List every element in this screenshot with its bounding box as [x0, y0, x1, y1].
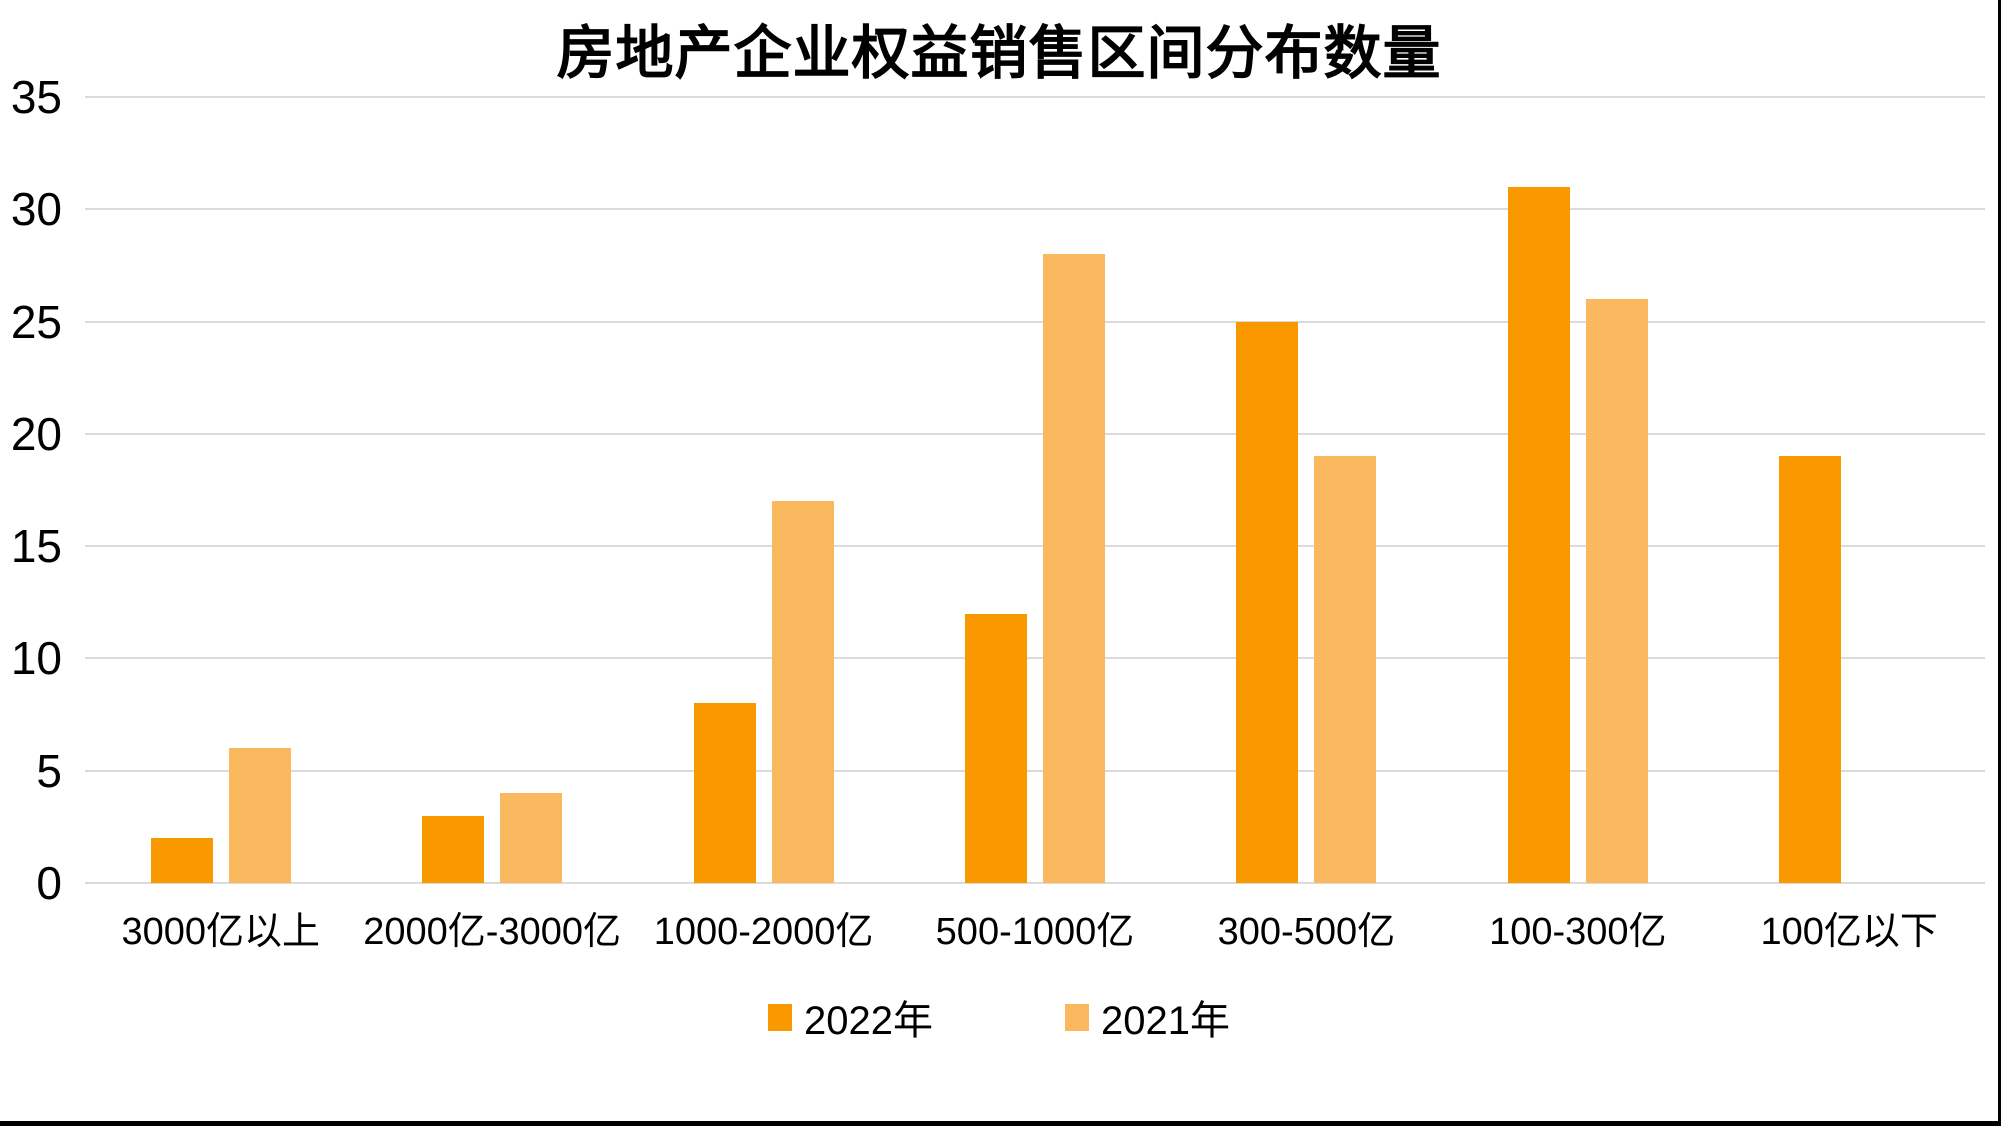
bar-2021年-500-1000亿: [1042, 254, 1105, 883]
x-axis-label-7: 100亿以下: [1760, 911, 1938, 953]
legend-label-2022: 2022年: [804, 999, 933, 1043]
x-axis-label-6: 100-300亿: [1489, 911, 1667, 953]
gridline-25: [85, 320, 1985, 323]
y-tick-label-5: 5: [36, 744, 62, 797]
plot-area: [85, 96, 1985, 884]
bar-group-1: [85, 97, 356, 883]
x-axis-label-2: 2000亿-3000亿: [363, 911, 621, 953]
bar-2021年-3000亿以上: [228, 748, 291, 883]
x-axis: 3000亿以上 2000亿-3000亿 1000-2000亿 500-1000亿 300…: [85, 900, 1985, 955]
bar-2022年-100-300亿: [1507, 186, 1570, 883]
bar-group-3: [628, 97, 899, 883]
bar-2022年-500-1000亿: [964, 613, 1027, 883]
legend-label-2021: 2021年: [1101, 999, 1230, 1043]
y-tick-label-35: 35: [10, 71, 62, 123]
chart-title: 房地产企业权益销售区间分布数量: [556, 21, 1442, 86]
gridline-20: [85, 432, 1985, 435]
bar-2022年-100亿以下: [1779, 456, 1842, 883]
y-tick-label-20: 20: [10, 407, 62, 460]
gridline-30: [85, 208, 1985, 211]
legend: 2022年 2021年: [0, 988, 1998, 1046]
gridline-10: [85, 657, 1985, 660]
x-axis-label-5: 300-500亿: [1217, 911, 1396, 953]
y-tick-label-30: 30: [10, 183, 62, 236]
x-axis-label-3: 1000-2000亿: [653, 911, 874, 953]
y-axis: 0 5 10 15 20 25 30 35: [0, 74, 62, 906]
bar-group-5: [1171, 97, 1442, 883]
x-axis-label-1: 3000亿以上: [121, 911, 320, 953]
bar-group-7: [1714, 97, 1985, 883]
bar-2021年-1000-2000亿: [771, 501, 834, 883]
gridline-0: [85, 882, 1985, 884]
bar-group-2: [356, 97, 627, 883]
gridline-35: [85, 96, 1985, 98]
bar-2022年-2000亿-3000亿: [422, 815, 485, 883]
bar-2021年-100-300亿: [1585, 299, 1648, 883]
y-tick-label-0: 0: [36, 857, 62, 909]
bar-2022年-3000亿以上: [150, 838, 213, 883]
y-tick-label-10: 10: [10, 632, 62, 685]
y-tick-label-15: 15: [10, 520, 62, 573]
bar-group-6: [1442, 97, 1713, 883]
legend-item-2021: 2021年: [1065, 988, 1230, 1046]
x-axis-label-4: 500-1000亿: [935, 911, 1135, 953]
bar-2022年-300-500亿: [1236, 321, 1299, 883]
bar-groups: [85, 97, 1985, 883]
bar-2022年-1000-2000亿: [693, 703, 756, 883]
bar-2021年-2000亿-3000亿: [500, 793, 563, 883]
legend-item-2022: 2022年: [768, 988, 933, 1046]
gridline-5: [85, 769, 1985, 772]
gridline-15: [85, 545, 1985, 548]
y-tick-label-25: 25: [10, 295, 62, 348]
legend-swatch-2021-icon: [1065, 1003, 1089, 1031]
bar-group-4: [899, 97, 1170, 883]
legend-swatch-2022-icon: [768, 1003, 793, 1031]
bar-2021年-300-500亿: [1314, 456, 1377, 883]
